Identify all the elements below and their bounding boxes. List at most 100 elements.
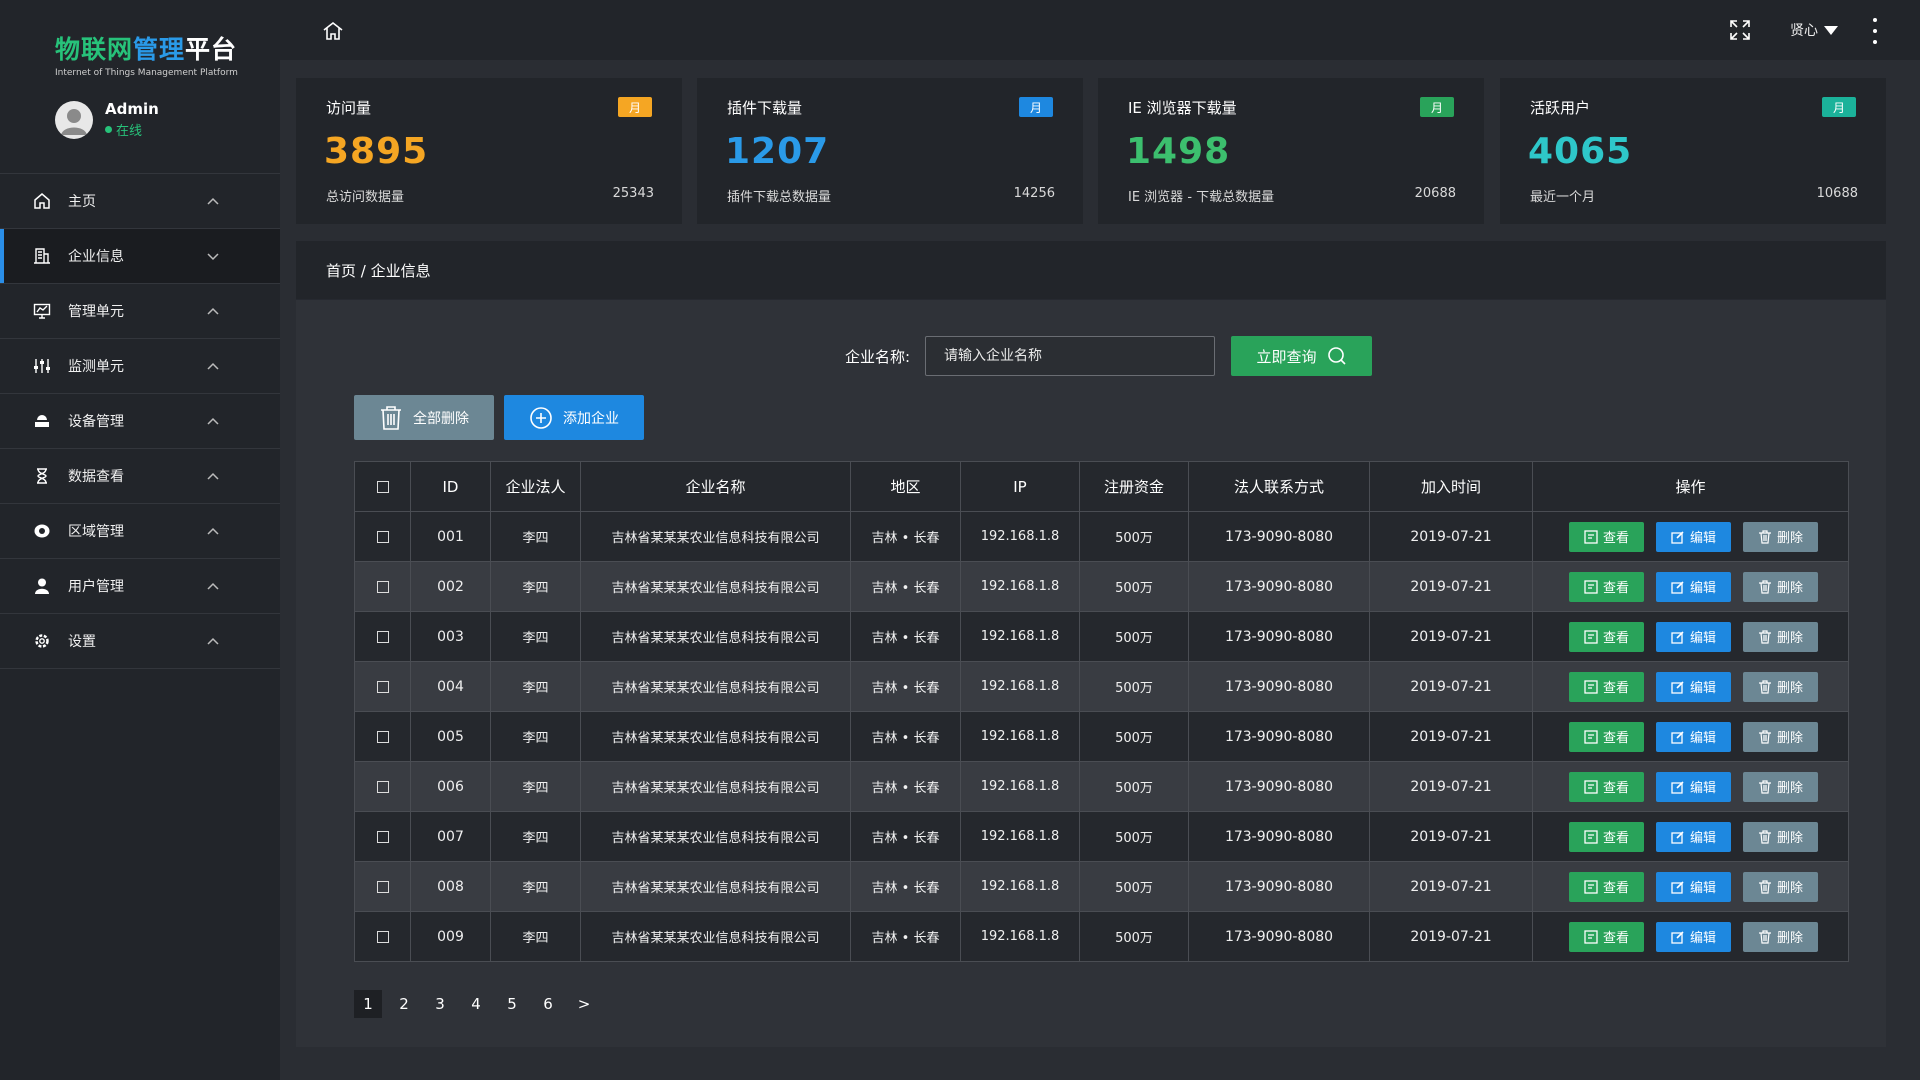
stat-card-badge: 月 (1420, 97, 1454, 117)
cell-id: 002 (410, 561, 491, 612)
sidebar-item-label: 监测单元 (68, 359, 124, 375)
edit-button[interactable]: 编辑 (1656, 571, 1731, 602)
delete-button[interactable]: 删除 (1743, 771, 1818, 802)
view-button[interactable]: 查看 (1569, 721, 1644, 752)
sidebar-item-home[interactable]: 主页 (0, 174, 280, 229)
edit-button[interactable]: 编辑 (1656, 521, 1731, 552)
table-row: 006 李四 吉林省某某某农业信息科技有限公司 吉林 • 长春 192.168.1.8 5… (354, 761, 1849, 812)
chevron-up-icon (207, 637, 219, 645)
page-button[interactable]: 2 (399, 995, 409, 1013)
edit-label: 编辑 (1689, 731, 1716, 746)
sidebar-item-users[interactable]: 用户管理 (0, 559, 280, 614)
user-avatar-icon (61, 108, 87, 135)
edit-button[interactable]: 编辑 (1656, 821, 1731, 852)
view-button[interactable]: 查看 (1569, 871, 1644, 902)
user-profile: Admin 在线 (55, 100, 159, 139)
next-page-button[interactable]: > (577, 995, 591, 1013)
sidebar-item-settings[interactable]: 设置 (0, 614, 280, 669)
search-input[interactable] (925, 336, 1215, 376)
table-row: 004 李四 吉林省某某某农业信息科技有限公司 吉林 • 长春 192.168.1.8 5… (354, 661, 1849, 712)
row-checkbox[interactable] (376, 630, 389, 643)
row-checkbox[interactable] (376, 880, 389, 893)
cell-enterprise-name: 吉林省某某某农业信息科技有限公司 (580, 861, 851, 912)
edit-button[interactable]: 编辑 (1656, 621, 1731, 652)
stat-card-badge: 月 (1822, 97, 1856, 117)
select-all-checkbox[interactable] (376, 481, 389, 493)
cell-enterprise-name: 吉林省某某某农业信息科技有限公司 (580, 811, 851, 862)
delete-button[interactable]: 删除 (1743, 871, 1818, 902)
fullscreen-icon[interactable] (1728, 18, 1752, 42)
table-row: 005 李四 吉林省某某某农业信息科技有限公司 吉林 • 长春 192.168.1.8 5… (354, 711, 1849, 762)
add-enterprise-button[interactable]: 添加企业 (504, 395, 644, 440)
sidebar-item-enterprise[interactable]: 企业信息 (0, 229, 280, 284)
view-button[interactable]: 查看 (1569, 571, 1644, 602)
edit-label: 编辑 (1689, 881, 1716, 896)
home-icon[interactable] (322, 20, 344, 42)
edit-button[interactable]: 编辑 (1656, 921, 1731, 952)
edit-label: 编辑 (1689, 581, 1716, 596)
edit-button[interactable]: 编辑 (1656, 871, 1731, 902)
cell-enterprise-name: 吉林省某某某农业信息科技有限公司 (580, 761, 851, 812)
search-icon (1327, 347, 1346, 365)
page-button[interactable]: 1 (354, 990, 382, 1018)
cell-join-date: 2019-07-21 (1369, 811, 1533, 862)
row-checkbox[interactable] (376, 580, 389, 593)
delete-button[interactable]: 删除 (1743, 621, 1818, 652)
delete-button[interactable]: 删除 (1743, 671, 1818, 702)
edit-button[interactable]: 编辑 (1656, 771, 1731, 802)
edit-button[interactable]: 编辑 (1656, 671, 1731, 702)
user-dropdown[interactable]: 贤心 (1790, 20, 1838, 40)
stat-card-visits: 访问量 月 3895 总访问数据量 25343 (296, 78, 682, 224)
edit-button[interactable]: 编辑 (1656, 721, 1731, 752)
monitor-chart-icon (32, 301, 52, 321)
edit-icon (1671, 930, 1684, 944)
row-checkbox[interactable] (376, 930, 389, 943)
more-vertical-icon[interactable] (1870, 18, 1880, 44)
delete-button[interactable]: 删除 (1743, 571, 1818, 602)
delete-button[interactable]: 删除 (1743, 821, 1818, 852)
cell-phone: 173-9090-8080 (1188, 711, 1370, 762)
view-button[interactable]: 查看 (1569, 821, 1644, 852)
row-checkbox[interactable] (376, 830, 389, 843)
delete-button[interactable]: 删除 (1743, 521, 1818, 552)
brand-subtitle: Internet of Things Management Platform (55, 68, 238, 78)
view-icon (1584, 629, 1598, 644)
cell-phone: 173-9090-8080 (1188, 511, 1370, 562)
delete-button[interactable]: 删除 (1743, 721, 1818, 752)
sidebar-item-label: 管理单元 (68, 304, 124, 320)
cell-region: 吉林 • 长春 (850, 561, 961, 612)
column-header: 加入时间 (1369, 461, 1533, 512)
view-button[interactable]: 查看 (1569, 621, 1644, 652)
caret-down-icon (1824, 25, 1838, 35)
row-checkbox[interactable] (376, 730, 389, 743)
page-button[interactable]: 4 (471, 995, 481, 1013)
sidebar-item-monitoring-unit[interactable]: 监测单元 (0, 339, 280, 394)
sidebar-item-management-unit[interactable]: 管理单元 (0, 284, 280, 339)
view-button[interactable]: 查看 (1569, 671, 1644, 702)
delete-all-button[interactable]: 全部删除 (354, 395, 494, 440)
cell-join-date: 2019-07-21 (1369, 761, 1533, 812)
delete-button[interactable]: 删除 (1743, 921, 1818, 952)
table-header-row: ID 企业法人 企业名称 地区 IP 注册资金 法人联系方式 加入时间 操作 (354, 461, 1849, 512)
view-label: 查看 (1602, 881, 1629, 896)
edit-label: 编辑 (1689, 781, 1716, 796)
row-checkbox[interactable] (376, 680, 389, 693)
trash-icon (1758, 679, 1771, 694)
page-button[interactable]: 6 (543, 995, 553, 1013)
sidebar-item-data-view[interactable]: 数据查看 (0, 449, 280, 504)
sidebar-item-device[interactable]: 设备管理 (0, 394, 280, 449)
cell-enterprise-name: 吉林省某某某农业信息科技有限公司 (580, 711, 851, 762)
page-button[interactable]: 3 (435, 995, 445, 1013)
row-checkbox[interactable] (376, 780, 389, 793)
sidebar-item-label: 设备管理 (68, 414, 124, 430)
column-header: 法人联系方式 (1188, 461, 1370, 512)
search-button[interactable]: 立即查询 (1231, 336, 1372, 376)
view-button[interactable]: 查看 (1569, 921, 1644, 952)
sidebar-item-region[interactable]: 区域管理 (0, 504, 280, 559)
page-button[interactable]: 5 (507, 995, 517, 1013)
home-icon (32, 191, 52, 211)
cell-operations: 查看 编辑 删除 (1532, 511, 1849, 562)
row-checkbox[interactable] (376, 530, 389, 543)
view-button[interactable]: 查看 (1569, 521, 1644, 552)
view-button[interactable]: 查看 (1569, 771, 1644, 802)
